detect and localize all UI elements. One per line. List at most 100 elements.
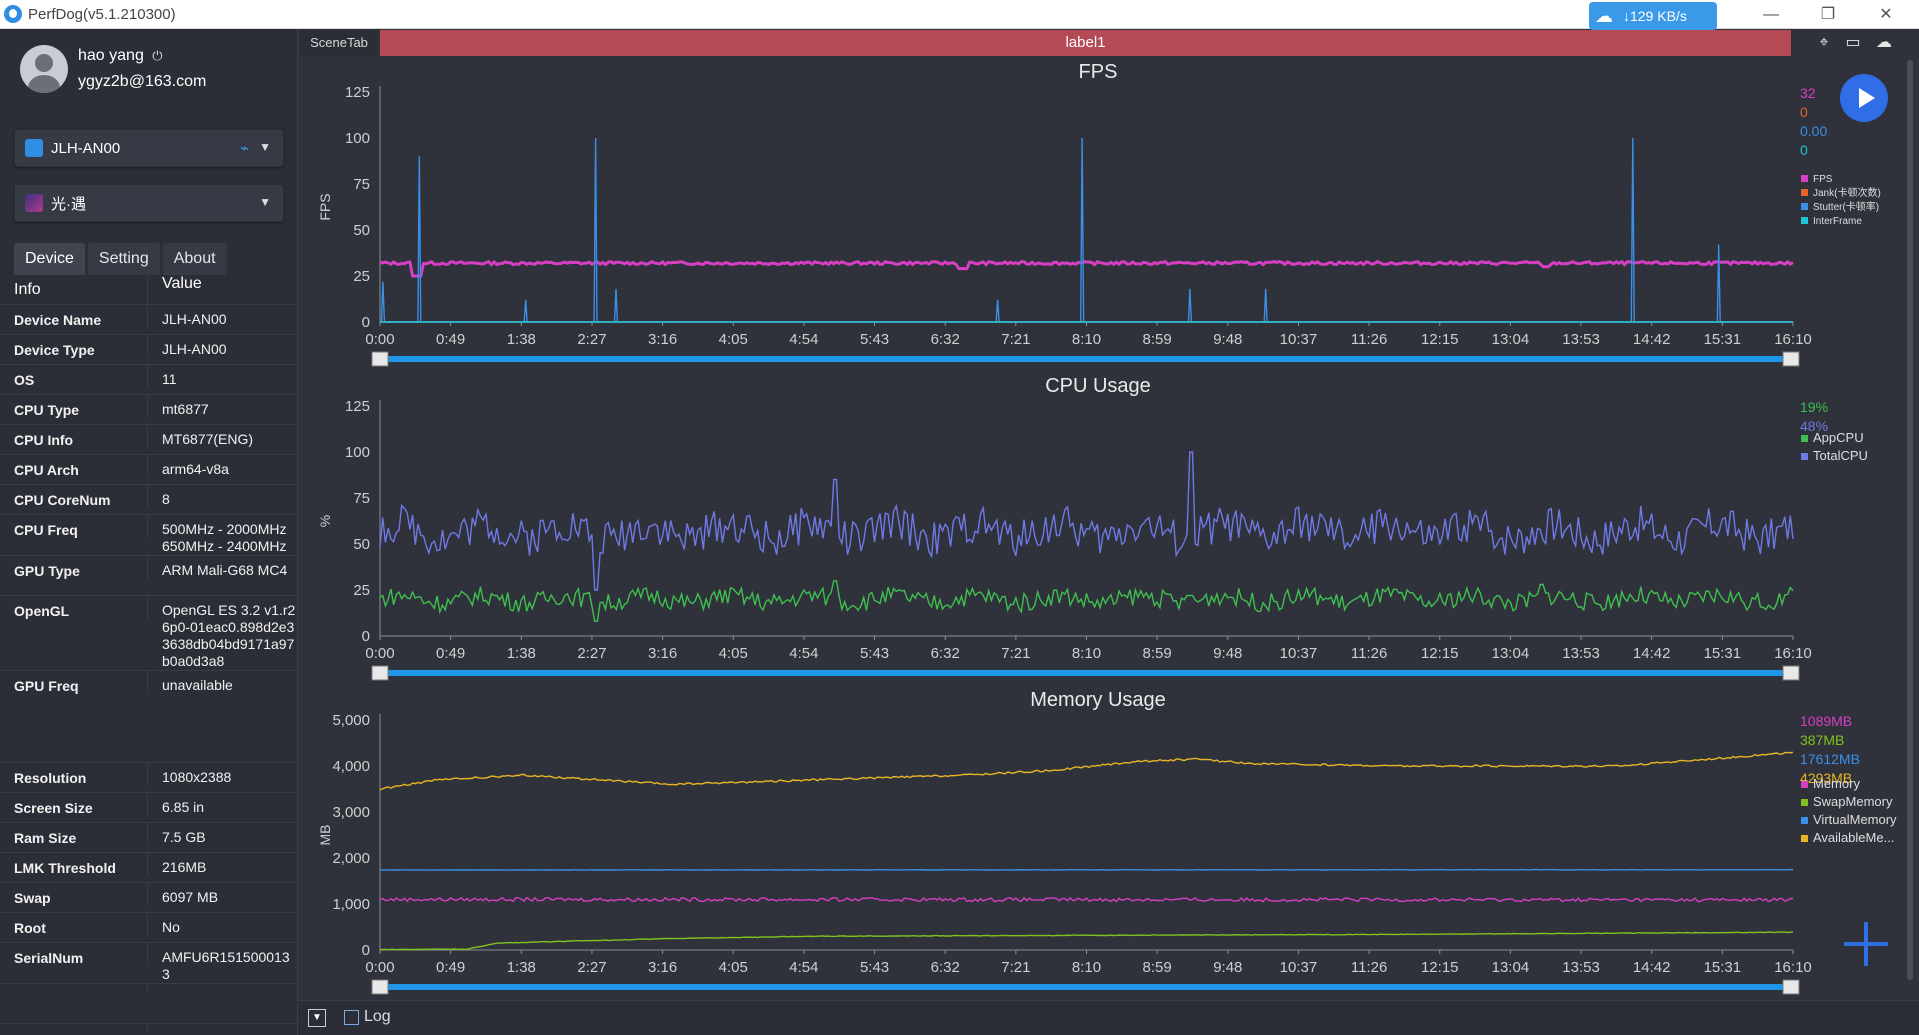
network-speed: ↓129 KB/s [1623,8,1687,24]
y-tick-label: 50 [353,222,370,239]
scene-tab[interactable]: SceneTab [300,30,378,56]
x-tick-label: 8:10 [1072,645,1101,662]
app-select[interactable]: 光·遇 ▼ [14,184,284,222]
x-tick-label: 16:10 [1774,645,1812,662]
table-header: Info Value [0,275,298,305]
network-speed-widget[interactable]: ☁ ↓129 KB/s [1589,2,1717,30]
legend-label: FPS [1813,174,1833,185]
current-value: 1089MB [1800,713,1852,729]
scroll-thumb[interactable] [1907,60,1913,980]
legend-label: AvailableMe... [1813,830,1894,845]
table-row: LMK Threshold 216MB [0,853,298,883]
folder-icon[interactable]: ▭ [1845,34,1861,51]
play-button[interactable] [1840,74,1888,122]
power-icon[interactable]: ⏻ [152,48,163,63]
legend-item[interactable]: TotalCPU [1801,448,1868,463]
info-key: Resolution [0,763,148,786]
legend-item[interactable]: SwapMemory [1801,794,1893,809]
x-tick-label: 0:00 [365,331,394,348]
y-tick-label: 125 [345,398,370,415]
title-bar: PerfDog(v5.1.210300) ☁ ↓129 KB/s — ❐ ✕ [0,0,1919,30]
series-line-0 [379,580,1794,622]
time-range-slider[interactable] [384,356,1791,362]
info-key: CPU CoreNum [0,485,148,508]
add-icon[interactable] [1844,922,1888,966]
maximize-button[interactable]: ❐ [1820,6,1836,23]
legend-item[interactable]: AvailableMe... [1801,830,1894,845]
info-value: 216MB [162,859,207,875]
device-info-table: Info Value Device Name JLH-AN00 Device Type J… [0,275,298,1035]
series-line-0 [379,896,1794,903]
time-range-slider[interactable] [384,670,1791,676]
slider-handle[interactable] [1782,979,1800,995]
tab-device[interactable]: Device [14,243,85,275]
cloud-icon[interactable]: ☁ [1876,34,1892,51]
time-range-slider[interactable] [384,984,1791,990]
x-tick-label: 2:27 [577,959,606,976]
device-select[interactable]: JLH-AN00 ⌁ ▼ [14,129,284,167]
y-tick-label: 75 [353,490,370,507]
minimize-button[interactable]: — [1763,6,1779,23]
info-key: Ram Size [0,823,148,846]
location-pin-icon[interactable]: ⌖ [1819,34,1829,51]
legend-item[interactable]: AppCPU [1801,430,1864,445]
series-line-2 [380,137,1793,323]
slider-handle[interactable] [1782,351,1800,367]
legend-label: SwapMemory [1813,794,1893,809]
y-tick-label: 50 [353,536,370,553]
legend-item[interactable]: VirtualMemory [1801,812,1897,827]
y-tick-label: 100 [345,444,370,461]
x-tick-label: 5:43 [860,645,889,662]
slider-handle[interactable] [1782,665,1800,681]
legend-item[interactable]: FPS [1801,174,1833,185]
table-row: OpenGL OpenGL ES 3.2 v1.r26p0-01eac0.898d… [0,596,298,671]
table-row: Ram Size 7.5 GB [0,823,298,853]
info-key: OS [0,365,148,388]
slider-handle[interactable] [371,351,389,367]
legend-label: Jank(卡顿次数) [1813,186,1881,199]
x-tick-label: 11:26 [1351,331,1387,348]
info-value [148,1024,298,1030]
legend-item[interactable]: Memory [1801,776,1860,791]
info-key: OpenGL [0,596,148,619]
table-row: CPU Info MT6877(ENG) [0,425,298,455]
log-checkbox[interactable] [344,1010,359,1025]
x-tick-label: 2:27 [577,331,606,348]
window-title: PerfDog(v5.1.210300) [28,5,176,23]
legend-item[interactable]: Jank(卡顿次数) [1801,186,1881,199]
usb-link-icon[interactable]: ⌁ [239,140,249,157]
x-tick-label: 6:32 [931,959,960,976]
scrollbar[interactable] [1906,60,1914,980]
close-button[interactable]: ✕ [1879,6,1893,23]
table-row: CPU Arch arm64-v8a [0,455,298,485]
y-axis-label: FPS [317,193,333,220]
info-value: 6097 MB [162,889,219,905]
x-tick-label: 11:26 [1351,959,1387,976]
x-tick-label: 4:05 [719,645,748,662]
slider-handle[interactable] [371,665,389,681]
info-key: CPU Arch [0,455,148,478]
y-tick-label: 3,000 [332,804,370,821]
chart-title: CPU Usage [1045,375,1151,397]
avatar[interactable] [20,45,68,93]
table-row: GPU Freq unavailable [0,671,298,763]
x-tick-label: 3:16 [648,959,677,976]
tab-setting[interactable]: Setting [87,243,160,275]
x-tick-label: 14:42 [1633,331,1671,348]
legend-item[interactable]: InterFrame [1801,216,1862,227]
x-tick-label: 1:38 [507,645,536,662]
x-tick-label: 0:49 [436,645,465,662]
series-line-0 [379,259,1794,278]
x-tick-label: 13:53 [1562,645,1600,662]
legend-label: Stutter(卡顿率) [1813,200,1879,213]
collapse-toggle-icon[interactable]: ▼ [308,1009,326,1027]
legend-item[interactable]: Stutter(卡顿率) [1801,200,1879,213]
x-tick-label: 5:43 [860,959,889,976]
tab-about[interactable]: About [162,243,227,275]
scene-label-bar[interactable]: label1 [380,30,1791,56]
x-tick-label: 13:53 [1562,331,1600,348]
x-tick-label: 8:10 [1072,959,1101,976]
info-value: 8 [162,491,170,507]
info-key: Screen Size [0,793,148,816]
slider-handle[interactable] [371,979,389,995]
